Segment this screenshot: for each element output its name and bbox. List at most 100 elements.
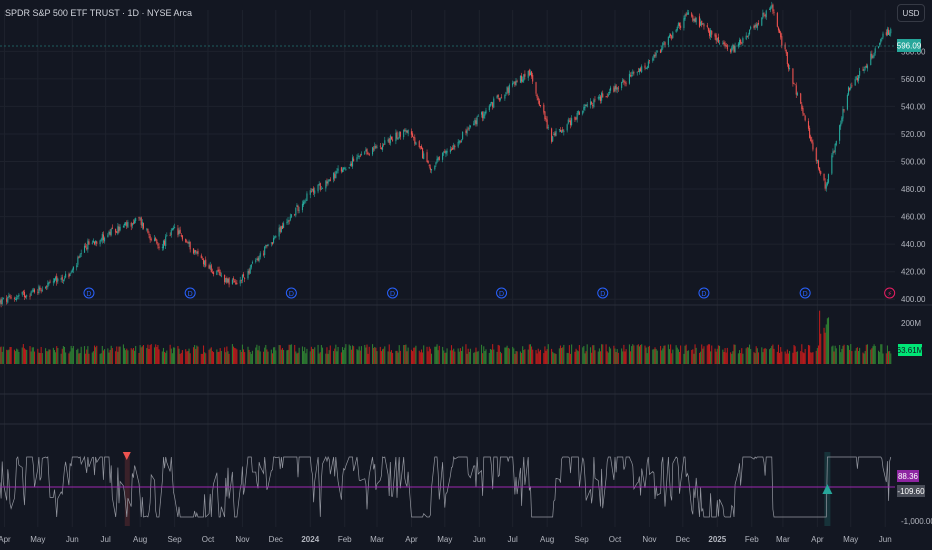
dividend-marker[interactable] [496, 287, 508, 299]
dividend-marker[interactable] [184, 287, 196, 299]
volume-bar [859, 347, 861, 364]
candle-body [295, 207, 297, 216]
volume-bar [142, 345, 145, 364]
volume-bar [680, 345, 682, 364]
volume-bar [396, 350, 398, 364]
volume-bar [675, 345, 677, 364]
candle-body [832, 151, 834, 155]
volume-bar [351, 345, 354, 364]
candle-body [671, 35, 673, 39]
dividend-marker-label: D [600, 291, 605, 298]
time-axis[interactable]: Apr May Jun Jul Aug Sep Oct Nov Dec 2024 Feb Mar Apr… [0, 535, 892, 544]
candle-body [646, 66, 648, 69]
candle-body [243, 274, 245, 277]
volume-bar [554, 353, 556, 364]
volume-bar [598, 348, 600, 364]
price-tick-label: 420.00 [901, 268, 926, 277]
volume-bar [360, 346, 362, 364]
volume-bar [365, 347, 367, 364]
volume-bar [286, 350, 288, 364]
candle-body [270, 242, 272, 244]
candle-body [69, 273, 71, 276]
candle-body [367, 153, 369, 155]
candle-body [757, 23, 759, 25]
candle-body [395, 132, 397, 142]
candle-body [476, 117, 478, 125]
candle-body [449, 149, 451, 153]
volume-bar [72, 346, 74, 364]
candle-body [234, 280, 236, 282]
volume-bar [374, 346, 376, 364]
volume-bar [434, 346, 436, 364]
dividend-marker[interactable] [285, 287, 297, 299]
dividend-marker[interactable] [83, 287, 95, 299]
volume-bar [608, 346, 610, 364]
candle-body [103, 237, 106, 242]
candle-body [138, 217, 140, 219]
candle-body [602, 93, 604, 98]
volume-bar [87, 346, 89, 364]
candle-body [683, 18, 685, 29]
candle-body [15, 299, 17, 301]
candle-body [111, 227, 113, 229]
candle-body [212, 272, 215, 275]
price-axis[interactable]: 400.00 420.00 440.00 460.00 480.00 500.00 520.… [901, 47, 926, 304]
dividend-marker[interactable] [387, 287, 399, 299]
volume-bar [274, 347, 276, 364]
candle-body [327, 180, 329, 184]
candle-body [186, 241, 188, 243]
volume-bar [273, 347, 275, 364]
candle-body [266, 245, 268, 247]
volume-bar [118, 346, 120, 364]
candle-body [638, 68, 640, 73]
volume-bar [117, 351, 119, 364]
dividend-marker[interactable] [799, 287, 811, 299]
candle-body [410, 131, 413, 135]
candle-body [2, 297, 4, 299]
volume-bar [2, 346, 4, 364]
candle-body [555, 131, 557, 136]
volume-bar [170, 348, 172, 364]
candle-body [107, 234, 109, 238]
volume-bar [37, 348, 39, 364]
candle-body [514, 81, 516, 85]
volume-bar [787, 353, 790, 364]
candle-body [56, 275, 58, 283]
volume-bar [189, 353, 191, 364]
candle-body [0, 300, 1, 303]
volume-bar [846, 344, 848, 364]
candle-body [442, 152, 444, 160]
candle-body [477, 115, 479, 117]
dividend-marker[interactable] [698, 287, 710, 299]
volume-bar [881, 344, 883, 364]
candle-body [770, 7, 772, 10]
volume-bar [29, 346, 31, 364]
volume-bar [512, 346, 514, 364]
volume-bar [792, 352, 794, 364]
candle-body [437, 157, 439, 160]
volume-bar [379, 346, 381, 364]
volume-bar [636, 345, 638, 364]
volume-bar [683, 353, 685, 364]
split-marker[interactable] [884, 287, 896, 299]
dividend-marker[interactable] [597, 287, 609, 299]
volume-bar [574, 351, 576, 364]
candle-body [488, 105, 490, 111]
candle-body [617, 87, 619, 89]
candle-body [827, 174, 830, 183]
currency-button[interactable]: USD [897, 4, 925, 22]
candle-body [482, 112, 484, 119]
candle-body [340, 167, 342, 172]
candle-body [108, 231, 110, 234]
volume-bar [753, 352, 755, 364]
volume-bar [756, 348, 758, 364]
volume-bar [366, 344, 368, 364]
volume-bar [488, 352, 490, 364]
volume-bar [609, 348, 612, 364]
candle-body [326, 181, 328, 184]
volume-bar [56, 346, 58, 364]
dividend-markers[interactable]: D D D D D D D D ⚡ [83, 287, 896, 299]
candle-body [23, 292, 26, 297]
candle-body [30, 291, 32, 296]
